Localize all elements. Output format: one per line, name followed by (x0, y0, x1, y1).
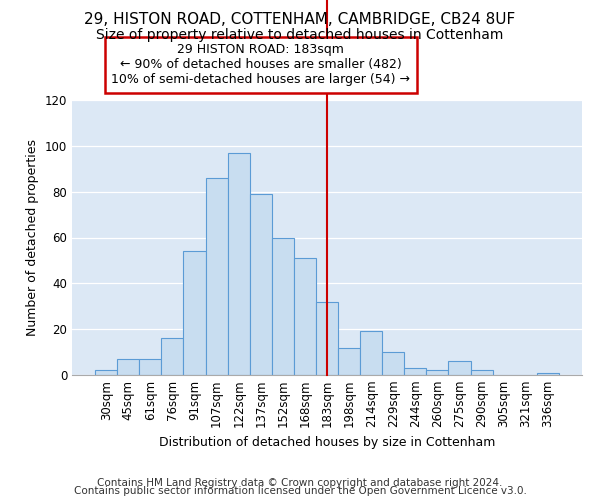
Bar (404, 368, 427, 375)
Bar (448, 361, 470, 375)
Text: Size of property relative to detached houses in Cottenham: Size of property relative to detached ho… (97, 28, 503, 42)
Bar (206, 178, 227, 375)
Bar (227, 152, 250, 375)
Text: Contains HM Land Registry data © Crown copyright and database right 2024.: Contains HM Land Registry data © Crown c… (97, 478, 503, 488)
Bar (184, 251, 206, 375)
Bar (250, 194, 272, 375)
Bar (427, 370, 448, 375)
Bar (316, 302, 338, 375)
Bar (537, 372, 559, 375)
Bar (470, 370, 493, 375)
Text: 29, HISTON ROAD, COTTENHAM, CAMBRIDGE, CB24 8UF: 29, HISTON ROAD, COTTENHAM, CAMBRIDGE, C… (85, 12, 515, 28)
Bar (139, 359, 161, 375)
Text: Contains public sector information licensed under the Open Government Licence v3: Contains public sector information licen… (74, 486, 526, 496)
Bar (360, 332, 382, 375)
Bar (294, 258, 316, 375)
Bar (95, 370, 117, 375)
Text: 29 HISTON ROAD: 183sqm
← 90% of detached houses are smaller (482)
10% of semi-de: 29 HISTON ROAD: 183sqm ← 90% of detached… (111, 44, 410, 86)
Bar (338, 348, 360, 375)
Bar (272, 238, 294, 375)
Bar (117, 359, 139, 375)
X-axis label: Distribution of detached houses by size in Cottenham: Distribution of detached houses by size … (159, 436, 495, 449)
Bar (161, 338, 184, 375)
Y-axis label: Number of detached properties: Number of detached properties (26, 139, 39, 336)
Bar (382, 352, 404, 375)
